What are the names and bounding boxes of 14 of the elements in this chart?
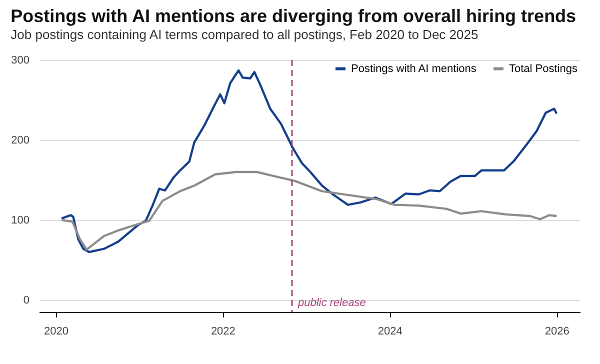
x-tick-label: 2020	[44, 326, 68, 338]
chart-title: Postings with AI mentions are diverging from overall hiring trends	[10, 6, 576, 26]
y-tick-label: 0	[23, 294, 30, 306]
line-series	[60, 170, 558, 251]
x-tick-label: 2026	[544, 326, 570, 338]
x-tick-label: 2024	[378, 326, 402, 338]
y-tick-label: 200	[11, 134, 30, 146]
legend-label: Total Postings	[509, 62, 578, 75]
legend-label: Postings with AI mentions	[351, 62, 477, 75]
y-tick-label: 300	[11, 54, 30, 66]
chart-subtitle: Job postings containing AI terms compared to all postings, Feb 2020 to Dec 2025	[10, 27, 478, 42]
y-tick-label: 100	[11, 214, 30, 226]
x-tick-label: 2022	[210, 326, 236, 338]
ref-line-label: public release	[296, 297, 366, 309]
